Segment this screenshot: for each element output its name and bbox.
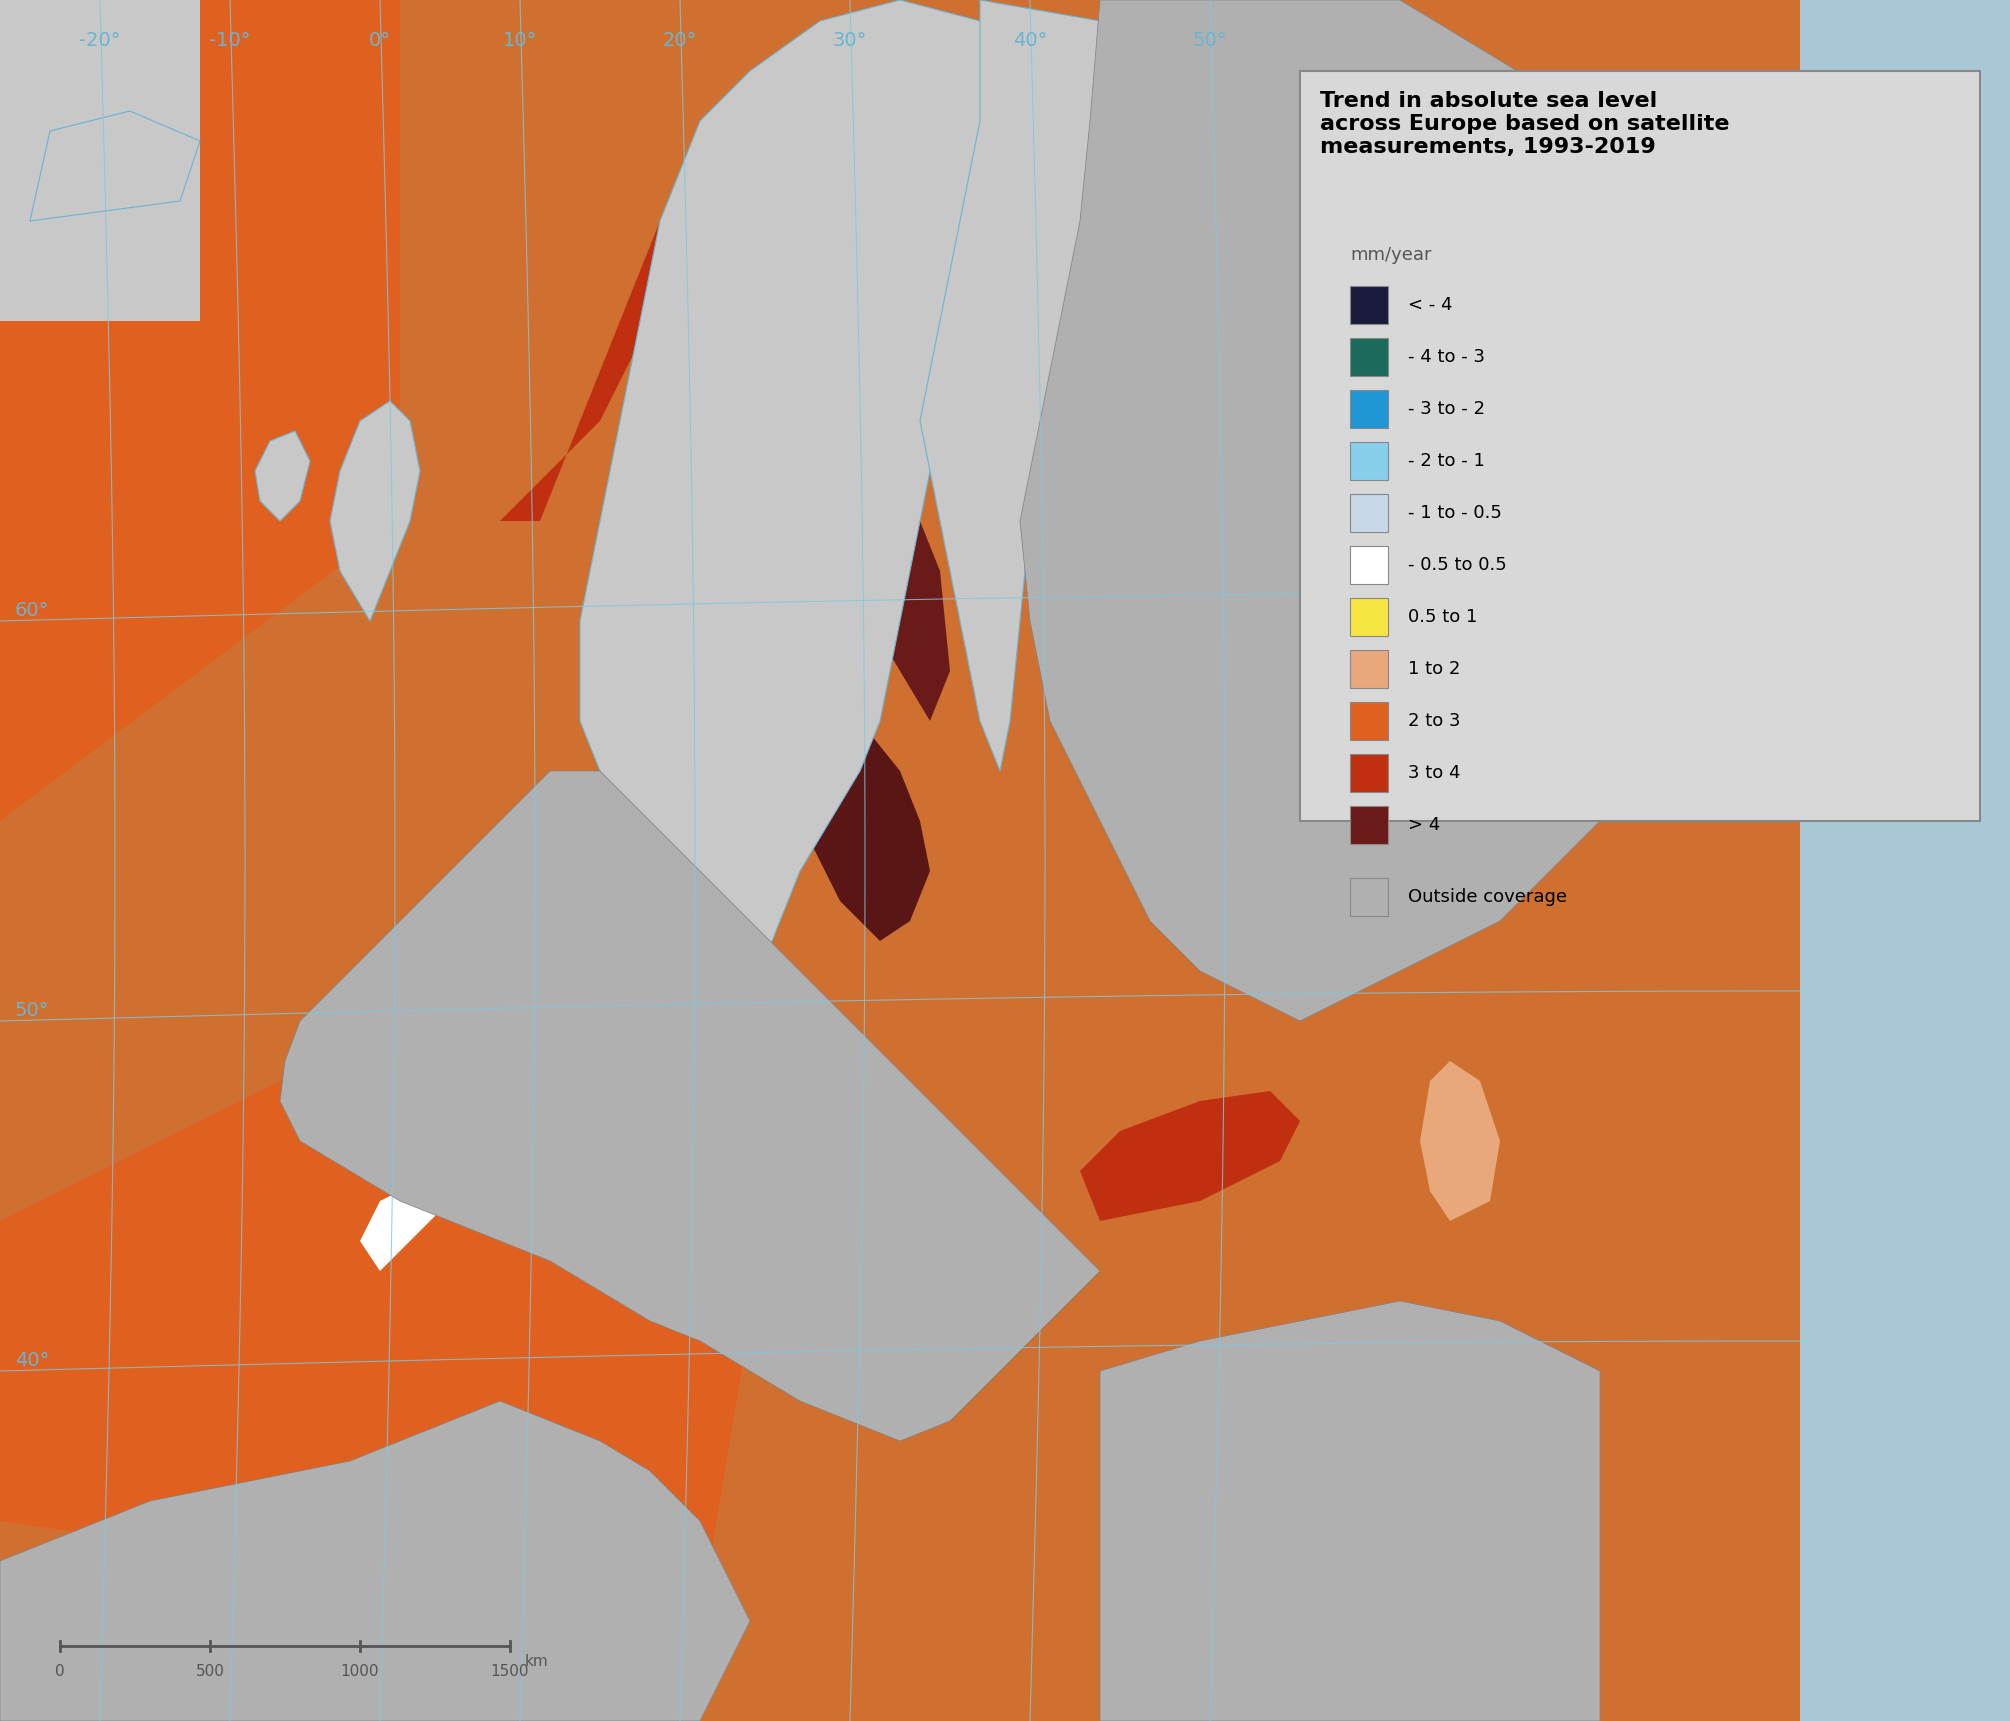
Bar [1351,391,1389,429]
Polygon shape [870,472,951,721]
Text: km: km [525,1654,549,1669]
Text: - 1 to - 0.5: - 1 to - 0.5 [1407,504,1501,521]
Polygon shape [0,0,400,821]
Text: < - 4: < - 4 [1407,296,1453,313]
Text: 0: 0 [54,1664,64,1680]
Bar [1351,702,1389,740]
Polygon shape [1419,1062,1499,1220]
Polygon shape [360,1181,450,1272]
Text: 60°: 60° [14,602,50,621]
Text: 50°: 50° [14,1002,50,1021]
Bar [1351,442,1389,480]
Text: 50°: 50° [1192,31,1228,50]
Text: 3 to 4: 3 to 4 [1407,764,1461,781]
Bar [1351,597,1389,637]
FancyBboxPatch shape [1300,71,1980,821]
Text: -10°: -10° [209,31,251,50]
Text: - 2 to - 1: - 2 to - 1 [1407,453,1485,470]
Text: mm/year: mm/year [1351,246,1431,263]
Text: 2 to 3: 2 to 3 [1407,712,1461,730]
Text: - 0.5 to 0.5: - 0.5 to 0.5 [1407,556,1508,575]
Polygon shape [255,430,310,521]
Polygon shape [279,771,1099,1440]
Text: Outside coverage: Outside coverage [1407,888,1568,905]
Text: 10°: 10° [502,31,537,50]
Bar [1351,286,1389,324]
Text: 1500: 1500 [490,1664,529,1680]
Bar [1351,754,1389,792]
Text: 20°: 20° [663,31,697,50]
Text: > 4: > 4 [1407,816,1441,835]
Bar [1351,878,1389,916]
Text: 0.5 to 1: 0.5 to 1 [1407,608,1477,626]
Bar [1351,494,1389,532]
Polygon shape [1079,1091,1300,1220]
Bar [0,0,201,322]
Polygon shape [330,401,420,621]
Bar [1351,546,1389,583]
Text: 40°: 40° [14,1351,50,1370]
Polygon shape [1099,1301,1600,1721]
Bar [0,0,1600,1721]
Polygon shape [0,1401,750,1721]
Bar [0,0,1801,1721]
Polygon shape [30,110,201,220]
Text: - 4 to - 3: - 4 to - 3 [1407,348,1485,367]
Bar [1351,805,1389,843]
Bar [1351,651,1389,688]
Text: 0°: 0° [370,31,392,50]
Text: 1000: 1000 [342,1664,380,1680]
Polygon shape [790,671,931,941]
Text: - 3 to - 2: - 3 to - 2 [1407,399,1485,418]
Polygon shape [1019,0,1600,1021]
Text: Trend in absolute sea level
across Europe based on satellite
measurements, 1993-: Trend in absolute sea level across Europ… [1321,91,1729,157]
Text: -20°: -20° [78,31,121,50]
Text: 500: 500 [195,1664,225,1680]
Text: 40°: 40° [1013,31,1047,50]
Polygon shape [500,120,699,521]
Polygon shape [921,0,1150,771]
Polygon shape [0,1021,750,1621]
Polygon shape [581,0,1001,1041]
Bar [1351,337,1389,375]
Text: 30°: 30° [832,31,866,50]
Text: 1 to 2: 1 to 2 [1407,659,1461,678]
